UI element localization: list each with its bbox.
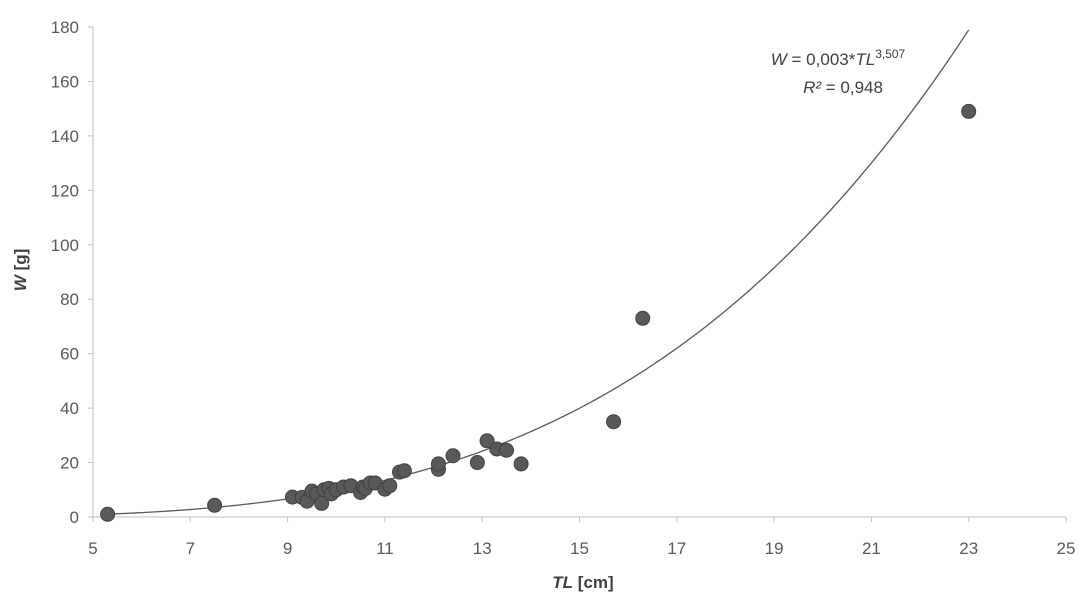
x-tick-label: 13	[473, 539, 492, 558]
data-point	[606, 414, 622, 430]
x-tick-label: 17	[667, 539, 686, 558]
data-point	[479, 433, 495, 449]
trendline	[107, 29, 970, 515]
y-tick-label: 0	[70, 508, 79, 527]
data-point	[396, 463, 412, 479]
data-point	[445, 448, 461, 464]
y-tick-label: 40	[60, 399, 79, 418]
y-tick-label: 120	[51, 181, 79, 200]
x-axis-title: TL [cm]	[552, 573, 613, 592]
data-point	[100, 506, 116, 522]
x-tick-label: 5	[88, 539, 97, 558]
data-point	[499, 442, 515, 458]
data-point	[961, 103, 977, 119]
y-tick-labels: 0 20 40 60 80 100 120 140 160 180	[51, 18, 79, 527]
data-point	[635, 310, 651, 326]
x-tick-label: 25	[1057, 539, 1076, 558]
data-point	[430, 456, 446, 472]
x-tick-label: 19	[765, 539, 784, 558]
x-tick-label: 11	[376, 539, 394, 558]
x-tick-label: 21	[862, 539, 881, 558]
data-points	[100, 103, 977, 522]
y-tick-label: 180	[51, 18, 79, 37]
y-tick-label: 80	[60, 290, 79, 309]
data-point	[382, 478, 398, 494]
y-axis-title: W [g]	[11, 249, 30, 291]
trend-equation: W = 0,003*TL3,507	[771, 47, 906, 69]
x-tick-label: 15	[570, 539, 589, 558]
x-tick-label: 9	[283, 539, 292, 558]
data-point	[207, 497, 223, 513]
x-tick-labels: 5 7 9 11 13 15 17 19 21 23 25	[88, 539, 1075, 558]
r-squared: R² = 0,948	[803, 78, 883, 97]
y-tick-label: 60	[60, 345, 79, 364]
data-point	[513, 456, 529, 472]
y-tick-label: 20	[60, 454, 79, 473]
x-tick-label: 23	[959, 539, 978, 558]
y-tick-label: 100	[51, 236, 79, 255]
data-point	[469, 455, 485, 471]
y-tick-label: 160	[51, 72, 79, 91]
axes	[88, 26, 1067, 522]
x-tick-label: 7	[186, 539, 195, 558]
y-tick-label: 140	[51, 127, 79, 146]
